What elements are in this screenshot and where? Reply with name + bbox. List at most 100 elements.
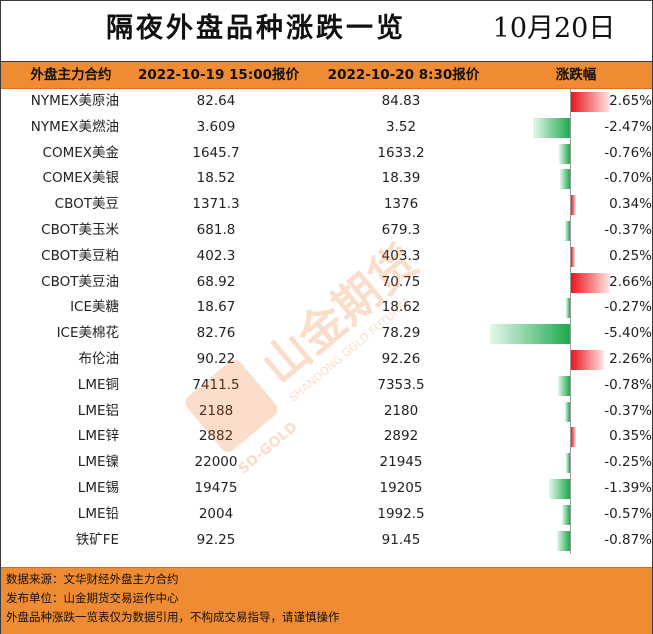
footer: 数据来源：文华财经外盘主力合约 发布单位：山金期货交易运作中心 外盘品种涨跌一览… xyxy=(1,567,652,634)
contract-name: LME镍 xyxy=(77,454,119,471)
price-now: 1992.5 xyxy=(377,505,425,522)
table-row: CBOT美豆油 68.92 70.75 2.66% xyxy=(1,270,652,296)
change-bar xyxy=(533,117,570,138)
price-prev: 19475 xyxy=(194,479,238,496)
change-bar xyxy=(564,401,570,422)
change-bar xyxy=(571,92,611,112)
price-prev: 681.8 xyxy=(196,221,236,238)
table-header: 外盘主力合约 2022-10-19 15:00报价 2022-10-20 8:3… xyxy=(1,62,652,89)
change-bar xyxy=(561,504,570,525)
contract-name: CBOT美玉米 xyxy=(41,221,119,238)
change-pct: -2.47% xyxy=(604,118,652,135)
change-pct: -0.78% xyxy=(604,376,652,393)
footer-source: 数据来源：文华财经外盘主力合约 xyxy=(6,572,179,586)
price-prev: 90.22 xyxy=(196,350,236,367)
header-contract: 外盘主力合约 xyxy=(30,67,112,83)
contract-name: LME铝 xyxy=(77,402,119,419)
table-row: 铁矿FE 92.25 91.45 -0.87% xyxy=(1,528,652,554)
table-row: COMEX美金 1645.7 1633.2 -0.76% xyxy=(1,141,652,167)
price-prev: 18.52 xyxy=(196,170,236,187)
price-now: 2180 xyxy=(383,402,419,419)
footer-disclaimer: 外盘品种涨跌一览表仅为数据引用，不构成交易指导，请谨慎操作 xyxy=(6,610,340,624)
change-pct: -0.70% xyxy=(604,170,652,187)
change-pct: -0.25% xyxy=(604,454,652,471)
change-pct: -1.39% xyxy=(604,479,652,496)
price-now: 679.3 xyxy=(381,221,421,238)
price-now: 91.45 xyxy=(381,531,421,548)
price-now: 21945 xyxy=(379,454,423,471)
price-prev: 82.64 xyxy=(196,93,236,109)
contract-name: 铁矿FE xyxy=(75,531,119,548)
contract-name: ICE美棉花 xyxy=(56,325,119,342)
table-row: 布伦油 90.22 92.26 2.26% xyxy=(1,347,652,373)
table-row: LME镍 22000 21945 -0.25% xyxy=(1,450,652,476)
contract-name: 布伦油 xyxy=(78,350,120,367)
price-prev: 402.3 xyxy=(196,247,236,264)
change-bar xyxy=(571,246,575,267)
contract-name: COMEX美金 xyxy=(42,144,119,161)
page-title: 隔夜外盘品种涨跌一览 xyxy=(106,13,406,44)
change-bar xyxy=(571,272,611,293)
table-row: LME锡 19475 19205 -1.39% xyxy=(1,476,652,502)
change-bar xyxy=(557,530,570,551)
change-pct: 2.65% xyxy=(609,93,652,109)
change-pct: 0.34% xyxy=(609,196,652,213)
change-pct: -0.87% xyxy=(604,531,652,548)
change-bar xyxy=(571,427,577,448)
price-now: 92.26 xyxy=(381,350,421,367)
change-bar xyxy=(558,143,570,164)
contract-name: CBOT美豆粕 xyxy=(41,247,119,264)
contract-name: LME铜 xyxy=(77,376,119,393)
change-bar xyxy=(564,220,570,241)
change-pct: 0.35% xyxy=(609,428,652,445)
change-bar xyxy=(549,478,570,499)
price-prev: 1645.7 xyxy=(192,144,240,161)
table-row: LME铜 7411.5 7353.5 -0.78% xyxy=(1,373,652,399)
price-prev: 2004 xyxy=(198,505,234,522)
price-prev: 82.76 xyxy=(196,325,236,342)
header-change: 涨跌幅 xyxy=(555,67,597,83)
change-pct: -0.37% xyxy=(604,402,652,419)
contract-name: NYMEX美燃油 xyxy=(30,118,119,135)
table-row: CBOT美豆粕 402.3 403.3 0.25% xyxy=(1,244,652,270)
table-row: NYMEX美燃油 3.609 3.52 -2.47% xyxy=(1,115,652,141)
change-pct: -5.40% xyxy=(604,325,652,342)
table-row: COMEX美银 18.52 18.39 -0.70% xyxy=(1,166,652,192)
change-bar xyxy=(566,298,570,319)
price-now: 7353.5 xyxy=(377,376,425,393)
contract-name: LME锌 xyxy=(77,428,119,445)
price-now: 403.3 xyxy=(381,247,421,264)
table-row: LME锌 2882 2892 0.35% xyxy=(1,424,652,450)
price-prev: 22000 xyxy=(194,454,238,471)
change-bar xyxy=(558,375,570,396)
table-row: NYMEX美原油 82.64 84.83 2.65% xyxy=(1,89,652,115)
price-now: 18.39 xyxy=(381,170,421,187)
change-pct: -0.76% xyxy=(604,144,652,161)
change-bar xyxy=(490,324,570,345)
price-prev: 3.609 xyxy=(196,118,236,135)
contract-name: CBOT美豆 xyxy=(54,196,119,213)
contract-name: LME锡 xyxy=(77,479,119,496)
change-pct: 2.66% xyxy=(609,273,652,290)
table-row: ICE美糖 18.67 18.62 -0.27% xyxy=(1,295,652,321)
price-prev: 2188 xyxy=(198,402,234,419)
contract-name: LME铅 xyxy=(77,505,119,522)
price-now: 84.83 xyxy=(381,93,421,109)
price-now: 18.62 xyxy=(381,299,421,316)
table-body: NYMEX美原油 82.64 84.83 2.65% NYMEX美燃油 3.609 3.52… xyxy=(1,89,652,553)
header-price-1: 2022-10-19 15:00报价 xyxy=(137,67,300,83)
contract-name: NYMEX美原油 xyxy=(30,93,119,109)
change-pct: -0.37% xyxy=(604,221,652,238)
price-now: 19205 xyxy=(379,479,423,496)
price-prev: 7411.5 xyxy=(192,376,240,393)
table-row: CBOT美豆 1371.3 1376 0.34% xyxy=(1,192,652,218)
change-bar xyxy=(571,195,577,216)
price-now: 1376 xyxy=(383,196,419,213)
price-prev: 68.92 xyxy=(196,273,236,290)
contract-name: COMEX美银 xyxy=(42,170,119,187)
price-prev: 2882 xyxy=(198,428,234,445)
table-row: CBOT美玉米 681.8 679.3 -0.37% xyxy=(1,218,652,244)
price-now: 70.75 xyxy=(381,273,421,290)
change-pct: -0.27% xyxy=(604,299,652,316)
